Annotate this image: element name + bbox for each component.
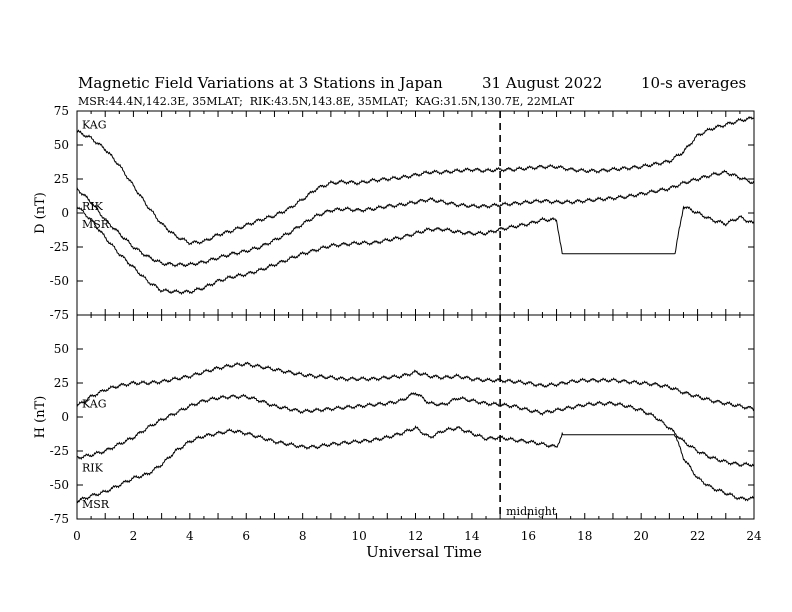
panel-d: 75 50 25 0 -25 -50 -75 D (nT) KAG RIK MSR — [33, 104, 755, 322]
series-line-msr — [76, 205, 755, 295]
y-tick-label: 25 — [54, 376, 69, 390]
x-tick-label: 20 — [634, 529, 649, 543]
x-tick-label: 6 — [242, 529, 250, 543]
x-tick-label: 24 — [746, 529, 762, 543]
y-tick-label: 0 — [61, 410, 69, 424]
y-tick-label: -25 — [50, 444, 69, 458]
y-tick-label: 50 — [54, 138, 69, 152]
x-tick-label: 8 — [299, 529, 307, 543]
chart-subtitle: MSR:44.4N,142.3E, 35MLAT; RIK:43.5N,143.… — [78, 95, 575, 108]
series-label-rik: RIK — [82, 200, 104, 213]
series-label-msr: MSR — [82, 498, 110, 511]
series-line-rik — [76, 392, 755, 468]
x-axis-label: Universal Time — [366, 543, 482, 561]
panel-frame — [76, 314, 755, 520]
y-tick-label: 0 — [61, 206, 69, 220]
y-tick-label: 50 — [54, 342, 69, 356]
y-tick-label: 25 — [54, 172, 69, 186]
x-tick-label: 22 — [690, 529, 705, 543]
series-line-msr — [76, 425, 755, 504]
x-tick-label: 12 — [408, 529, 423, 543]
panel-h: 50 25 0 -25 -50 -75 H (nT) KAG RIK MSR — [33, 314, 755, 526]
series-label-rik: RIK — [82, 461, 104, 474]
y-tick-label: 75 — [54, 104, 69, 118]
x-tick-label: 4 — [186, 529, 194, 543]
chart-averaging: 10-s averages — [641, 74, 746, 92]
series-line-rik — [76, 169, 755, 268]
y-tick-label: -50 — [50, 274, 69, 288]
series-label-kag: KAG — [82, 397, 107, 410]
x-tick-label: 0 — [73, 529, 81, 543]
y-tick-label: -75 — [50, 308, 69, 322]
y-tick-label: -25 — [50, 240, 69, 254]
series-label-msr: MSR — [82, 218, 110, 231]
midnight-label: midnight — [506, 505, 557, 518]
panel-frame — [76, 110, 755, 316]
y-axis-label-h: H (nT) — [33, 396, 48, 439]
y-axis-label-d: D (nT) — [33, 192, 48, 234]
chart-title: Magnetic Field Variations at 3 Stations … — [78, 74, 443, 92]
series-label-kag: KAG — [82, 119, 107, 132]
x-tick-label: 18 — [577, 529, 592, 543]
y-tick-label: -50 — [50, 478, 69, 492]
plot-area: 75 50 25 0 -25 -50 -75 D (nT) KAG RIK MSR 50 25 0 -25 -… — [33, 104, 762, 543]
series-line-kag — [76, 115, 755, 246]
y-tick-label: -75 — [50, 512, 69, 526]
series-line-kag — [76, 361, 755, 412]
x-tick-label: 14 — [464, 529, 480, 543]
x-tick-label: 2 — [130, 529, 138, 543]
x-tick-label: 16 — [521, 529, 536, 543]
chart-date: 31 August 2022 — [482, 74, 602, 92]
x-tick-label: 10 — [351, 529, 366, 543]
